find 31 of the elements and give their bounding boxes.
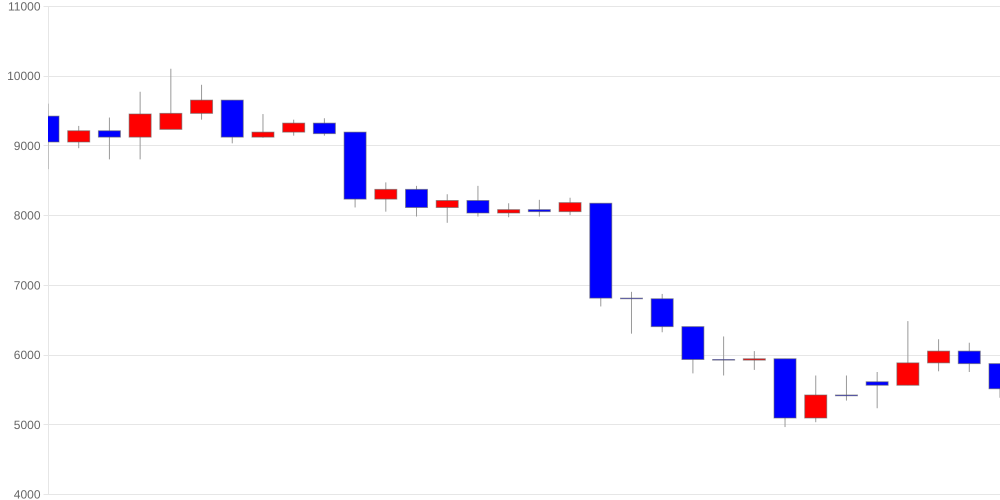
candlestick bbox=[958, 342, 981, 372]
candlestick bbox=[804, 374, 828, 423]
candlestick bbox=[834, 374, 858, 402]
candlestick bbox=[251, 114, 274, 138]
candlestick bbox=[620, 291, 643, 334]
y-tick-label: 10000 bbox=[7, 69, 41, 84]
candlestick bbox=[405, 185, 428, 218]
y-tick-label: 9000 bbox=[14, 138, 41, 153]
candlestick bbox=[896, 320, 920, 386]
candlestick bbox=[190, 84, 214, 120]
candlestick bbox=[497, 202, 520, 218]
y-tick-label: 5000 bbox=[14, 418, 41, 432]
candlestick bbox=[128, 91, 152, 160]
y-tick-label: 8000 bbox=[14, 208, 41, 223]
candlestick bbox=[98, 117, 121, 160]
candlestick bbox=[712, 336, 736, 376]
candlestick bbox=[466, 185, 490, 218]
y-tick-label: 6000 bbox=[14, 348, 41, 362]
candlestick bbox=[436, 194, 459, 224]
candlestick bbox=[312, 118, 336, 136]
candlestick bbox=[558, 197, 582, 216]
candlestick bbox=[67, 125, 90, 149]
y-tick-label: 7000 bbox=[14, 278, 41, 292]
candlestick bbox=[927, 338, 950, 372]
candlestick bbox=[282, 119, 306, 136]
candlestick bbox=[528, 199, 551, 218]
y-tick-label: 11000 bbox=[8, 0, 41, 14]
y-tick-label: 4000 bbox=[14, 488, 41, 500]
candlestick bbox=[374, 182, 398, 212]
candlestick bbox=[866, 372, 889, 409]
candlestick bbox=[159, 68, 182, 130]
